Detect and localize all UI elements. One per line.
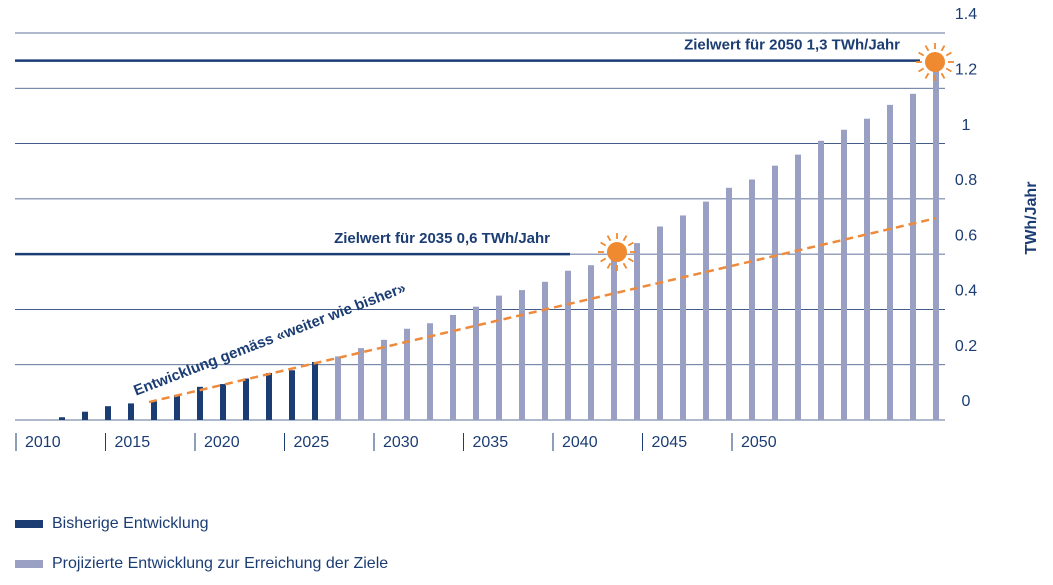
y-tick-label: 1.4: [955, 6, 977, 23]
sun: [607, 242, 627, 262]
y-tick-label: 0.4: [955, 283, 977, 300]
sun-ray: [918, 67, 925, 73]
sun-ray: [600, 257, 607, 263]
x-tick-label: 2020: [204, 434, 240, 451]
sun-ray: [945, 51, 952, 57]
bar: [933, 60, 939, 421]
bar: [59, 417, 65, 420]
bar: [910, 93, 916, 421]
sun-ray: [600, 241, 607, 247]
bar: [243, 378, 249, 420]
y-tick-label: 0: [962, 393, 971, 410]
bar: [404, 328, 410, 420]
bar: [795, 154, 801, 420]
bar: [565, 270, 571, 420]
y-tick-label: 0.2: [955, 338, 977, 355]
bar: [703, 201, 709, 420]
y-axis-label: TWh/Jahr: [1023, 182, 1040, 255]
bar: [864, 118, 870, 420]
bar: [128, 403, 134, 420]
target-label: Zielwert für 2035 0,6 TWh/Jahr: [334, 230, 550, 247]
target-label: Zielwert für 2050 1,3 TWh/Jahr: [684, 37, 900, 54]
bar: [680, 215, 686, 420]
bar: [174, 395, 180, 420]
y-tick-label: 0.8: [955, 172, 977, 189]
bar: [427, 323, 433, 420]
bar: [289, 370, 295, 420]
trend-line: [148, 216, 937, 404]
legend-swatch: [15, 560, 43, 568]
sun-ray: [622, 235, 628, 242]
bar: [634, 243, 640, 420]
bar: [335, 356, 341, 420]
bar: [588, 265, 594, 420]
sun-ray: [945, 67, 952, 73]
y-tick-label: 1.2: [955, 62, 977, 79]
sun-ray: [622, 262, 628, 269]
sun-ray: [940, 45, 946, 52]
sun-ray: [627, 241, 634, 247]
x-tick-label: 2015: [115, 434, 151, 451]
bar: [726, 187, 732, 420]
bar: [381, 339, 387, 420]
bar: [611, 251, 617, 420]
y-tick-label: 0.6: [955, 227, 977, 244]
legend-swatch: [15, 520, 43, 528]
bar: [105, 406, 111, 420]
sun-ray: [924, 72, 930, 79]
x-tick-label: 2045: [652, 434, 688, 451]
bar: [887, 104, 893, 420]
sun-ray: [924, 45, 930, 52]
sun-ray: [918, 51, 925, 57]
sun-ray: [940, 72, 946, 79]
bar: [818, 140, 824, 421]
bar: [450, 314, 456, 420]
bar: [749, 179, 755, 420]
bar: [358, 348, 364, 420]
legend-label: Projizierte Entwicklung zur Erreichung d…: [52, 555, 388, 572]
x-tick-label: 2030: [383, 434, 419, 451]
bar: [197, 386, 203, 420]
x-tick-label: 2035: [473, 434, 509, 451]
bar: [220, 384, 226, 420]
sun-ray: [606, 235, 612, 242]
y-tick-label: 1: [962, 117, 971, 134]
bar: [772, 165, 778, 420]
bar: [312, 361, 318, 420]
sun: [925, 52, 945, 72]
bar: [473, 306, 479, 420]
bar: [542, 281, 548, 420]
bar: [519, 290, 525, 420]
bar: [266, 373, 272, 420]
x-tick-label: 2025: [294, 434, 330, 451]
bar: [657, 226, 663, 420]
bar: [151, 400, 157, 420]
x-tick-label: 2040: [562, 434, 598, 451]
legend-label: Bisherige Entwicklung: [52, 515, 209, 532]
bar: [841, 129, 847, 420]
x-tick-label: 2050: [741, 434, 777, 451]
bar: [82, 411, 88, 420]
sun-ray: [627, 257, 634, 263]
sun-ray: [606, 262, 612, 269]
x-tick-label: 2010: [25, 434, 61, 451]
bar: [496, 295, 502, 420]
